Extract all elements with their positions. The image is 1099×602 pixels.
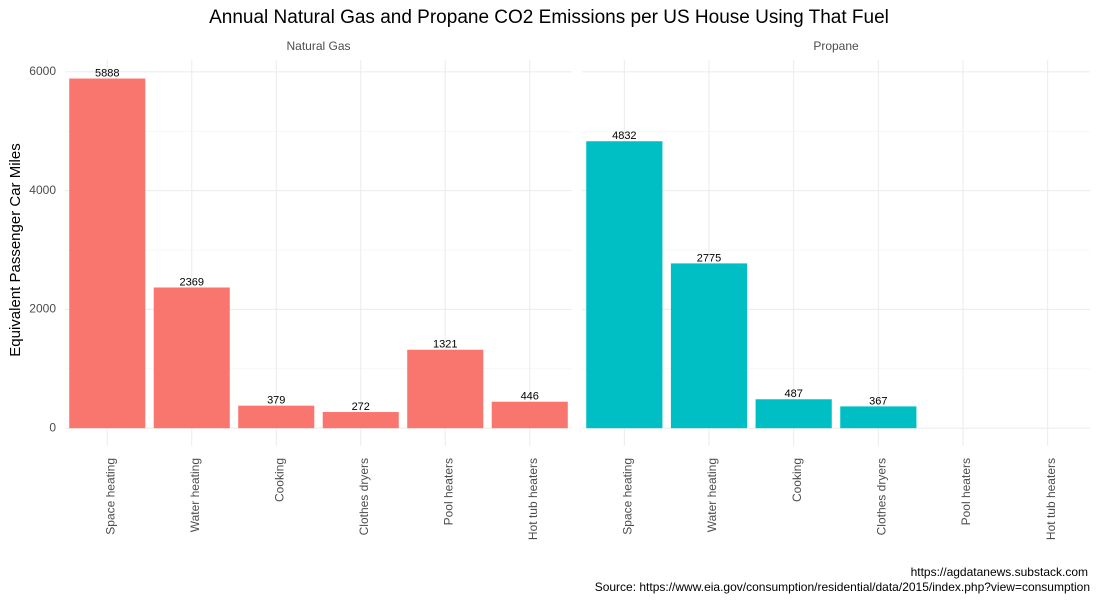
x-tick-label: Clothes dryers	[357, 458, 371, 535]
data-label: 272	[352, 401, 370, 413]
bar	[670, 263, 748, 429]
bar	[491, 401, 568, 429]
data-label: 2369	[180, 276, 204, 288]
y-axis-label: Equivalent Passenger Car Miles	[7, 143, 24, 356]
x-tick-label: Water heating	[188, 458, 202, 532]
x-tick-label: Hot tub heaters	[1044, 458, 1058, 540]
data-label: 4832	[612, 130, 636, 142]
facet-title: Natural Gas	[286, 39, 350, 53]
bar	[840, 406, 917, 429]
data-label: 487	[784, 388, 802, 400]
y-tick-label: 0	[49, 420, 56, 434]
bar	[238, 405, 315, 429]
bar	[322, 412, 399, 429]
data-label: 5888	[95, 67, 119, 79]
bar	[407, 349, 484, 429]
bar	[153, 287, 230, 429]
data-label: 1321	[433, 339, 457, 351]
x-tick-label: Space heating	[621, 458, 635, 535]
y-tick-label: 4000	[29, 183, 56, 197]
chart-title: Annual Natural Gas and Propane CO2 Emiss…	[209, 7, 889, 28]
x-tick-label: Hot tub heaters	[526, 458, 540, 540]
x-tick-label: Clothes dryers	[875, 458, 889, 535]
y-tick-label: 2000	[29, 302, 56, 316]
data-label: 379	[267, 395, 285, 407]
x-tick-label: Pool heaters	[959, 458, 973, 525]
x-tick-label: Cooking	[790, 458, 804, 502]
x-tick-label: Water heating	[705, 458, 719, 532]
facet-title: Propane	[813, 39, 859, 53]
bar	[69, 78, 146, 429]
caption: Source: https://www.eia.gov/consumption/…	[595, 580, 1090, 594]
caption: https://agdatanews.substack.com	[911, 565, 1088, 579]
data-label: 446	[521, 391, 539, 403]
y-tick-label: 6000	[29, 64, 56, 78]
data-label: 2775	[697, 252, 721, 264]
bar	[586, 141, 663, 429]
data-label: 367	[869, 395, 887, 407]
x-tick-label: Pool heaters	[441, 458, 455, 525]
bar	[755, 399, 832, 429]
x-tick-label: Cooking	[272, 458, 286, 502]
x-tick-label: Space heating	[103, 458, 117, 535]
